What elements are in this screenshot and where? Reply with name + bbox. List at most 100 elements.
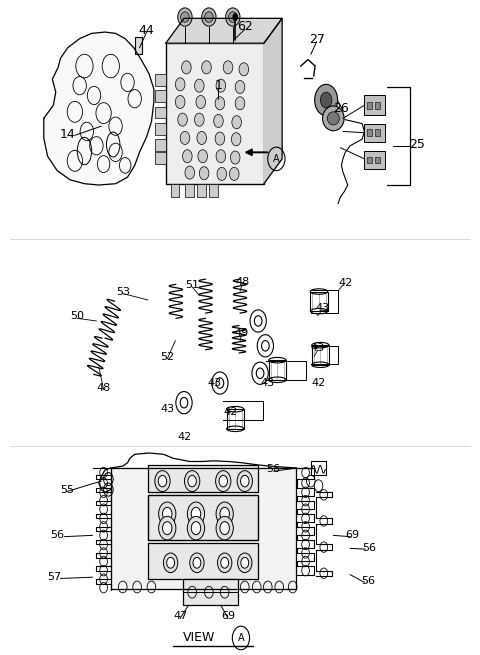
Circle shape [220,508,229,520]
Circle shape [219,476,228,487]
Circle shape [235,97,245,110]
Circle shape [215,97,225,110]
Ellipse shape [327,112,339,125]
Bar [364,151,384,170]
Text: 43: 43 [160,404,174,414]
Bar [375,130,380,136]
Ellipse shape [178,8,192,26]
Bar [156,74,166,86]
Circle shape [188,476,196,487]
Circle shape [229,168,239,180]
Circle shape [223,61,233,74]
Text: 57: 57 [47,572,61,582]
Bar [156,107,166,119]
Circle shape [216,502,233,525]
Circle shape [214,115,223,128]
Ellipse shape [202,8,216,26]
Text: 53: 53 [116,286,130,297]
Circle shape [182,150,192,163]
Text: 14: 14 [60,128,75,141]
Bar [170,183,179,196]
Text: 62: 62 [237,20,252,33]
Circle shape [237,471,252,491]
Circle shape [175,78,185,91]
Circle shape [155,471,170,491]
Text: VIEW: VIEW [183,631,216,645]
Bar [148,495,258,540]
Bar [156,90,166,102]
Circle shape [235,81,245,94]
Circle shape [180,132,190,145]
Circle shape [217,168,227,180]
Text: 48: 48 [96,383,111,392]
Text: 56: 56 [362,543,376,553]
Circle shape [175,96,185,109]
Text: 43: 43 [207,378,222,388]
Circle shape [178,113,187,126]
Polygon shape [166,18,282,43]
Circle shape [163,508,172,520]
Circle shape [216,471,231,491]
Bar [156,123,166,135]
Circle shape [220,521,229,534]
Text: A: A [273,154,280,164]
Circle shape [196,96,205,109]
Bar [156,140,166,151]
Circle shape [163,553,178,572]
Circle shape [158,502,176,525]
Circle shape [190,553,204,572]
Circle shape [167,557,175,568]
Bar [185,183,193,196]
Circle shape [199,167,209,179]
Text: 42: 42 [338,278,352,288]
Bar [367,157,372,164]
Text: 43: 43 [261,378,275,388]
Text: 69: 69 [346,531,360,540]
Circle shape [232,116,241,129]
Bar [375,102,380,109]
Text: 44: 44 [139,24,155,37]
Circle shape [230,151,240,164]
Circle shape [240,476,249,487]
Bar [312,345,329,365]
Circle shape [202,61,211,74]
Text: 48: 48 [235,277,250,287]
Bar [367,102,372,109]
Circle shape [158,476,167,487]
Circle shape [241,557,249,568]
Bar [209,183,217,196]
Circle shape [198,150,207,163]
Text: 69: 69 [221,611,235,622]
Text: 26: 26 [333,102,348,115]
Ellipse shape [204,12,213,22]
Circle shape [187,516,204,540]
Circle shape [216,150,226,163]
Circle shape [191,508,201,520]
Text: 1: 1 [215,79,222,92]
Text: 49: 49 [234,328,249,338]
Circle shape [158,516,176,540]
Text: 43: 43 [315,303,329,313]
Text: 42: 42 [178,432,192,442]
Circle shape [194,113,204,126]
Text: 25: 25 [409,138,425,151]
Circle shape [231,133,241,146]
Text: 56: 56 [266,464,280,474]
Ellipse shape [228,12,237,22]
Circle shape [215,132,225,145]
Text: 47: 47 [173,611,187,622]
Text: 56: 56 [361,576,375,586]
Bar [156,153,166,164]
Bar [269,360,286,380]
Text: 42: 42 [312,378,326,388]
Ellipse shape [226,8,240,26]
Bar [197,183,205,196]
Circle shape [321,92,332,108]
Circle shape [163,521,172,534]
Ellipse shape [323,106,344,131]
Bar [311,291,327,311]
Bar [182,579,238,605]
Circle shape [184,471,200,491]
Circle shape [197,132,206,145]
Circle shape [232,13,238,21]
